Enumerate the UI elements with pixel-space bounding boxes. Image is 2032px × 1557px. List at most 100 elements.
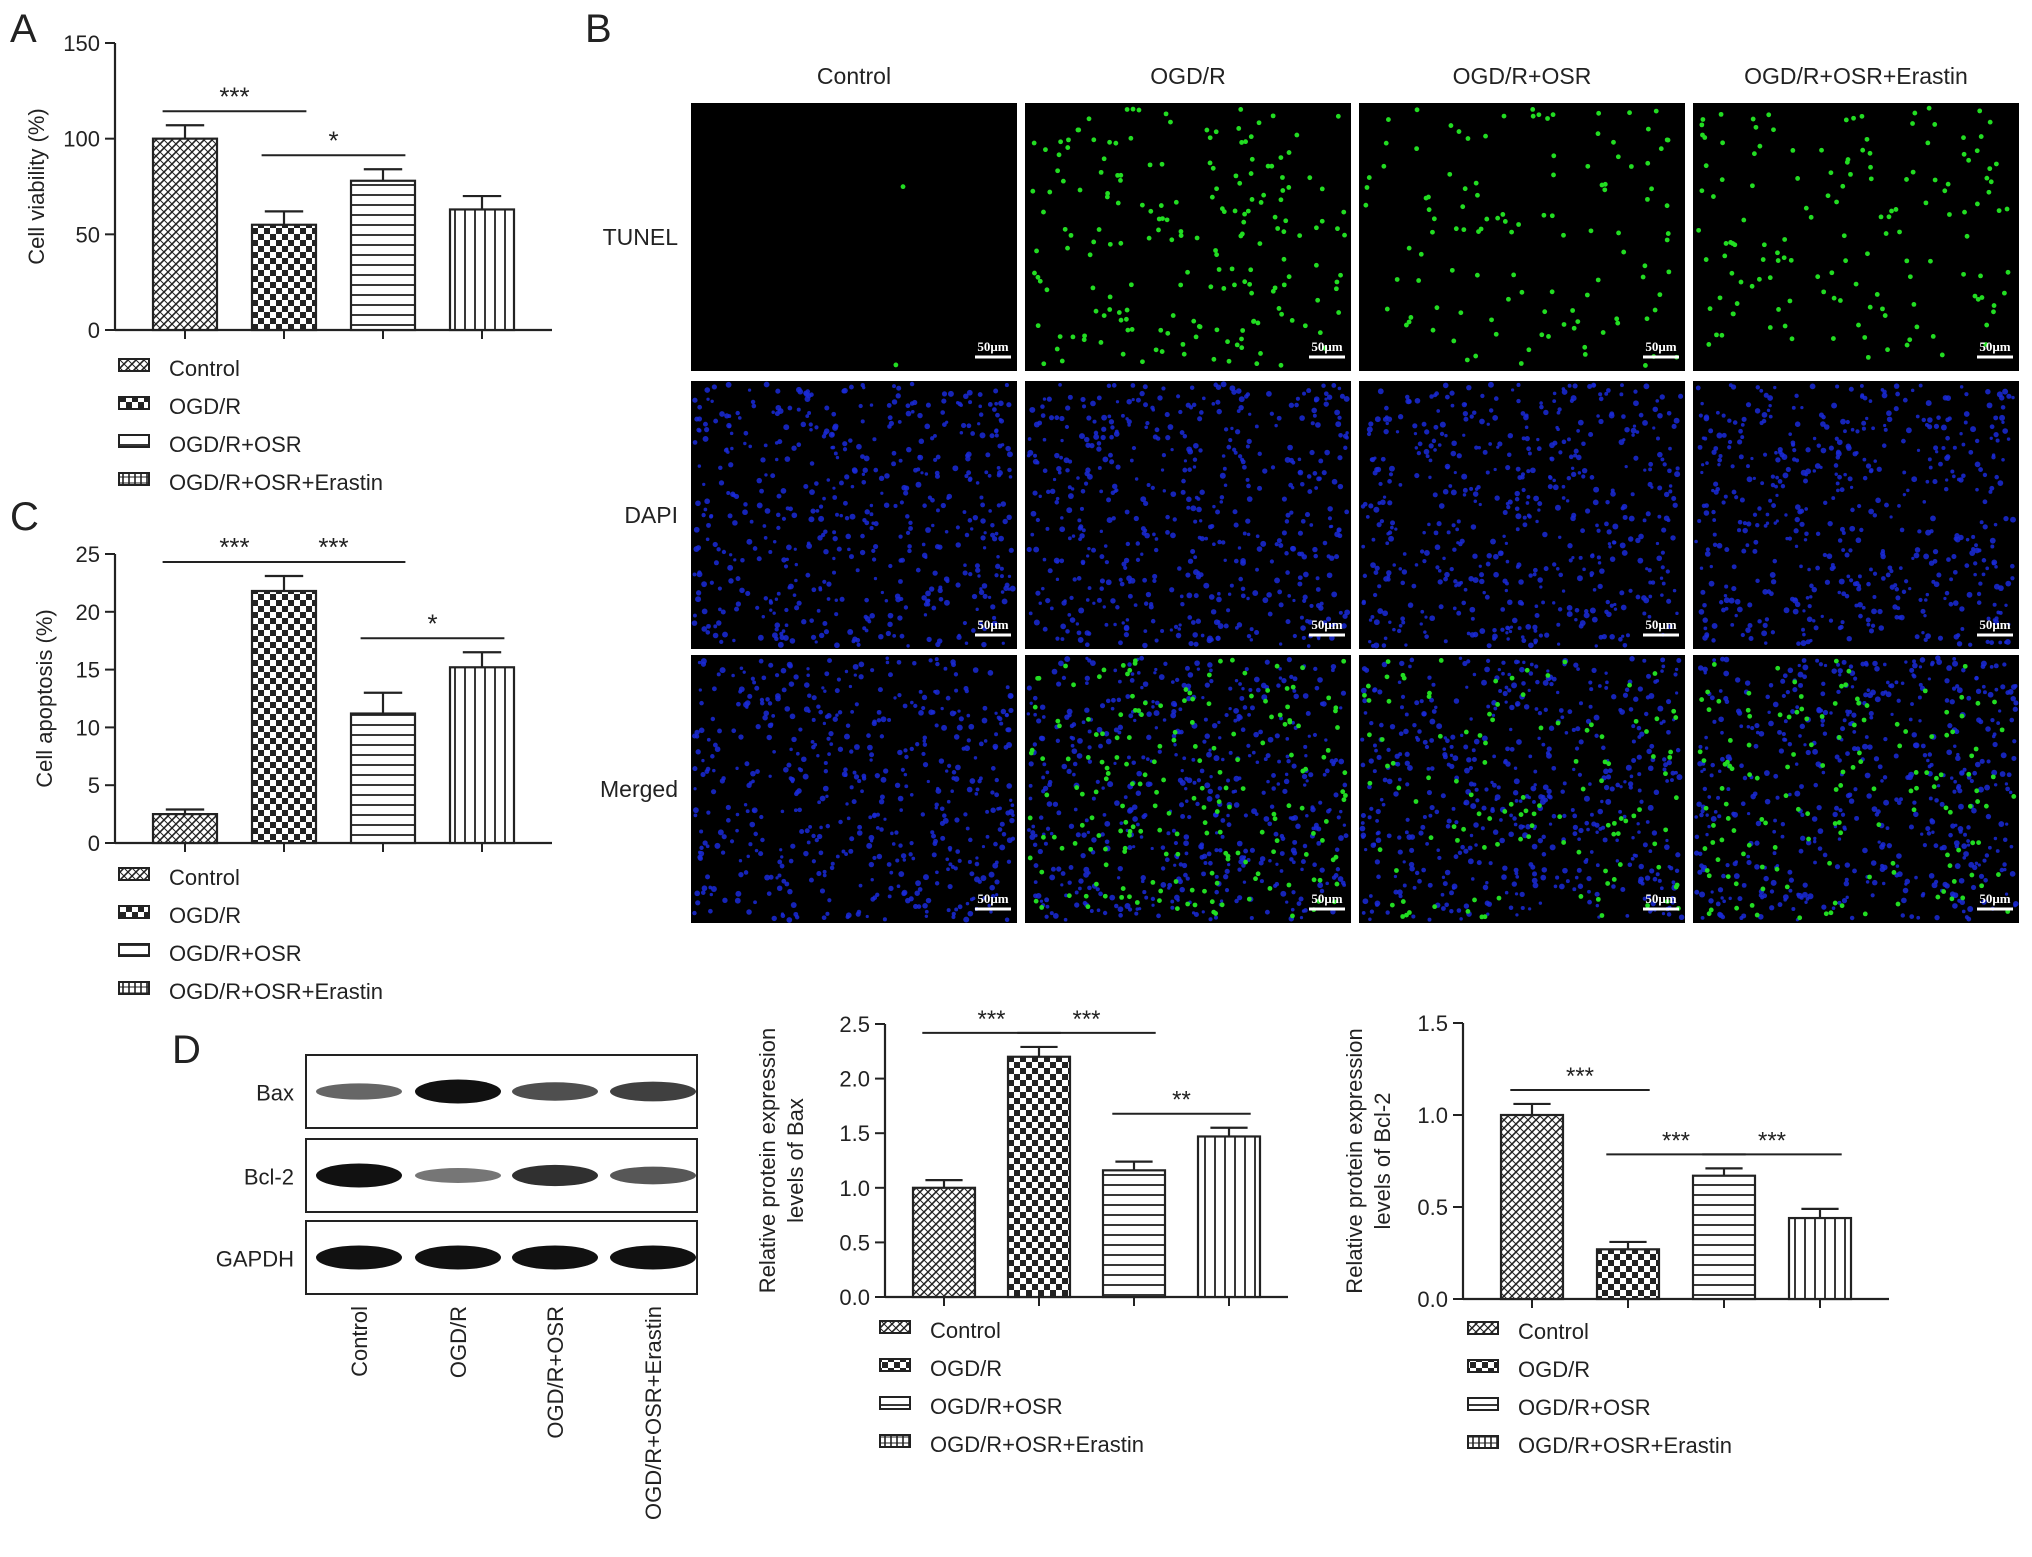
tunel-positive-cell (1156, 227, 1161, 233)
dapi-nucleus (1242, 464, 1247, 470)
dapi-nucleus (944, 530, 949, 534)
dapi-nucleus (1362, 898, 1369, 905)
dapi-nucleus (1512, 790, 1519, 796)
dapi-nucleus (1666, 410, 1672, 416)
dapi-nucleus (1324, 768, 1330, 774)
dapi-nucleus (1792, 608, 1799, 615)
dapi-nucleus (1718, 453, 1723, 458)
dapi-nucleus (1582, 567, 1586, 572)
tunel-positive-cell (1605, 822, 1611, 828)
dapi-nucleus (794, 605, 800, 611)
dapi-nucleus (1397, 777, 1402, 782)
dapi-nucleus (779, 848, 783, 852)
tunel-positive-cell (1027, 855, 1033, 861)
dapi-nucleus (1368, 639, 1372, 644)
tunel-positive-cell (1645, 126, 1651, 132)
dapi-nucleus (1865, 463, 1872, 469)
dapi-nucleus (1883, 799, 1890, 806)
dapi-nucleus (1552, 478, 1556, 483)
tunel-positive-cell (1885, 347, 1890, 353)
dapi-nucleus (982, 705, 988, 711)
dapi-nucleus (1479, 418, 1485, 425)
dapi-nucleus (1380, 499, 1386, 506)
dapi-nucleus (1726, 787, 1731, 792)
dapi-nucleus (1386, 416, 1393, 422)
tunel-positive-cell (1868, 176, 1874, 182)
tunel-positive-cell (1606, 761, 1612, 767)
dapi-nucleus (1179, 430, 1185, 435)
dapi-nucleus (1558, 450, 1563, 455)
dapi-nucleus (1110, 425, 1115, 430)
dapi-nucleus (1401, 569, 1408, 575)
dapi-nucleus (1772, 701, 1779, 708)
tunel-positive-cell (1168, 119, 1173, 125)
dapi-nucleus (1577, 471, 1582, 475)
dapi-nucleus (1764, 798, 1771, 805)
dapi-nucleus (900, 767, 905, 772)
dapi-nucleus (806, 667, 810, 671)
dapi-nucleus (1241, 863, 1246, 868)
dapi-nucleus (985, 809, 990, 814)
dapi-nucleus (1569, 398, 1574, 403)
dapi-nucleus (828, 731, 834, 737)
tunel-positive-cell (1173, 879, 1179, 884)
dapi-nucleus (1368, 917, 1372, 922)
tunel-positive-cell (1829, 270, 1835, 276)
tunel-positive-cell (1118, 177, 1123, 183)
dapi-nucleus (739, 666, 744, 671)
dapi-nucleus (1895, 391, 1900, 397)
dapi-nucleus (1134, 911, 1139, 916)
dapi-nucleus (952, 465, 959, 472)
dapi-nucleus (1841, 898, 1848, 904)
dapi-nucleus (1981, 572, 1986, 577)
dapi-nucleus (1236, 717, 1241, 722)
dapi-nucleus (1450, 734, 1456, 740)
tunel-positive-cell (1189, 720, 1195, 725)
tunel-positive-cell (1136, 107, 1142, 113)
dapi-nucleus (902, 858, 907, 862)
dapi-nucleus (861, 479, 867, 485)
dapi-nucleus (1796, 641, 1801, 646)
dapi-nucleus (1504, 685, 1509, 690)
dapi-nucleus (1750, 456, 1754, 461)
dapi-nucleus (814, 837, 819, 843)
dapi-nucleus (1770, 482, 1776, 488)
dapi-nucleus (1803, 478, 1808, 484)
dapi-nucleus (832, 424, 839, 431)
dapi-nucleus (1466, 384, 1472, 391)
dapi-nucleus (796, 788, 802, 794)
dapi-nucleus (695, 596, 702, 603)
dapi-nucleus (961, 746, 966, 751)
tunel-positive-cell (1199, 785, 1205, 791)
dapi-nucleus (826, 713, 832, 719)
tunel-positive-cell (1728, 240, 1734, 245)
dapi-nucleus (915, 481, 922, 488)
dapi-nucleus (1170, 700, 1177, 707)
dapi-nucleus (954, 817, 960, 823)
dapi-nucleus (1637, 686, 1643, 692)
dapi-nucleus (897, 795, 904, 802)
dapi-nucleus (1701, 463, 1705, 467)
tunel-positive-cell (1654, 716, 1660, 722)
dapi-nucleus (1377, 584, 1382, 589)
tunel-positive-cell (1671, 708, 1677, 714)
tunel-positive-cell (1947, 212, 1952, 217)
dapi-nucleus (1084, 675, 1090, 681)
tunel-positive-cell (1561, 840, 1567, 845)
dapi-nucleus (1297, 581, 1303, 587)
dapi-nucleus (1711, 623, 1718, 629)
tunel-positive-cell (1939, 352, 1945, 358)
dapi-nucleus (1285, 754, 1290, 759)
dapi-nucleus (1323, 401, 1329, 407)
dapi-nucleus (1912, 662, 1918, 669)
dapi-nucleus (996, 472, 1002, 478)
dapi-nucleus (814, 640, 818, 644)
dapi-nucleus (721, 549, 727, 555)
dapi-nucleus (1718, 689, 1723, 693)
dapi-nucleus (818, 850, 824, 856)
dapi-nucleus (966, 451, 972, 458)
dapi-nucleus (1399, 705, 1404, 710)
dapi-nucleus (1897, 615, 1902, 620)
dapi-nucleus (823, 529, 828, 534)
dapi-nucleus (1155, 436, 1161, 441)
